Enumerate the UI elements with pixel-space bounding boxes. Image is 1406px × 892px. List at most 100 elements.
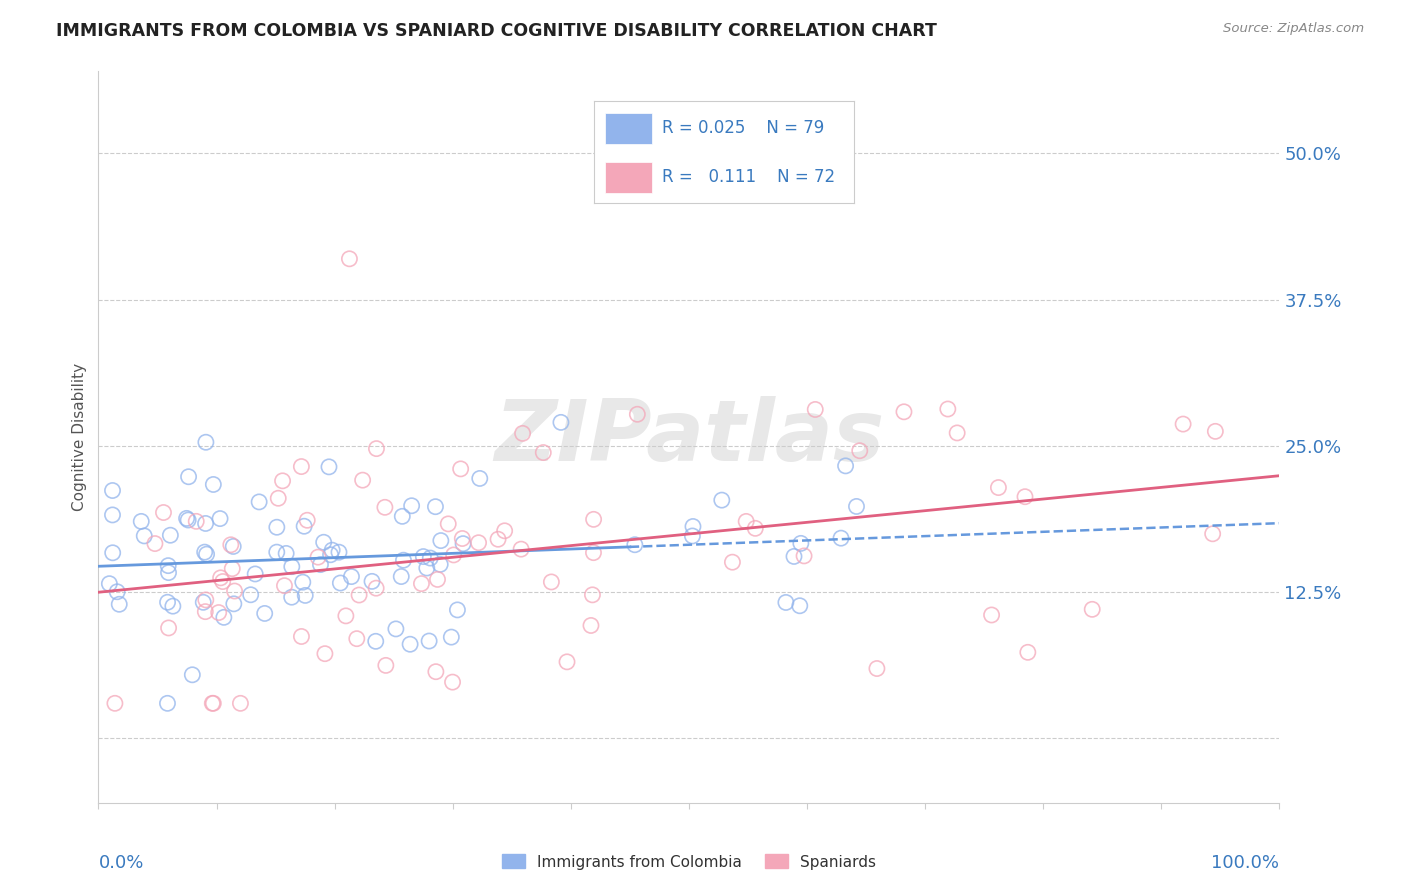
Point — [267, 491, 290, 506]
Point — [129, 515, 152, 529]
Point — [834, 458, 856, 473]
Point — [290, 630, 312, 644]
Point — [468, 471, 491, 485]
Point — [399, 637, 422, 651]
Point — [980, 607, 1002, 622]
Point — [366, 581, 388, 595]
Point — [744, 521, 766, 535]
Point — [157, 621, 180, 635]
Point — [181, 668, 204, 682]
Point — [446, 603, 468, 617]
Point — [389, 569, 412, 583]
Point — [582, 512, 605, 526]
Point — [426, 573, 449, 587]
Point — [194, 545, 217, 559]
Point — [194, 593, 217, 607]
Point — [318, 459, 340, 474]
Point — [681, 529, 703, 543]
Point — [735, 515, 758, 529]
Point — [266, 545, 288, 559]
Point — [783, 549, 806, 564]
Text: 100.0%: 100.0% — [1212, 854, 1279, 872]
Point — [364, 634, 387, 648]
Point — [425, 665, 447, 679]
Point — [202, 477, 225, 491]
Point — [361, 574, 384, 589]
Point — [946, 425, 969, 440]
Point — [162, 599, 184, 614]
Point — [229, 696, 252, 710]
Point — [789, 599, 811, 613]
Point — [335, 608, 357, 623]
Point — [290, 459, 312, 474]
Point — [194, 435, 217, 450]
Point — [830, 531, 852, 545]
Point — [866, 661, 889, 675]
Point — [987, 481, 1010, 495]
Point — [159, 528, 181, 542]
Point — [555, 655, 578, 669]
Point — [531, 445, 554, 459]
Point — [340, 569, 363, 583]
Point — [346, 632, 368, 646]
Point — [101, 508, 124, 522]
Point — [412, 549, 434, 564]
Point — [312, 535, 335, 549]
Point — [804, 402, 827, 417]
Point — [292, 519, 315, 533]
Point — [157, 558, 180, 573]
Point — [212, 610, 235, 624]
Text: 0.0%: 0.0% — [98, 854, 143, 872]
Point — [512, 426, 534, 441]
Point — [195, 547, 218, 561]
Point — [294, 589, 316, 603]
Point — [176, 511, 198, 525]
Point — [239, 588, 262, 602]
Point — [222, 597, 245, 611]
Point — [848, 443, 870, 458]
Point — [101, 483, 124, 498]
Point — [281, 559, 304, 574]
Point — [1017, 645, 1039, 659]
Point — [224, 584, 246, 599]
Point — [385, 622, 408, 636]
Point — [291, 575, 314, 590]
Text: IMMIGRANTS FROM COLOMBIA VS SPANIARD COGNITIVE DISABILITY CORRELATION CHART: IMMIGRANTS FROM COLOMBIA VS SPANIARD COG… — [56, 22, 938, 40]
Point — [156, 696, 179, 710]
Point — [391, 509, 413, 524]
Point — [104, 696, 127, 710]
Point — [441, 675, 464, 690]
Point — [710, 493, 733, 508]
Point — [321, 543, 343, 558]
Point — [721, 555, 744, 569]
Point — [624, 538, 647, 552]
Point — [280, 590, 302, 604]
Point — [157, 566, 180, 580]
Point — [1204, 425, 1226, 439]
Point — [419, 551, 441, 566]
Point — [430, 533, 453, 548]
Point — [221, 561, 243, 575]
Point — [108, 597, 131, 611]
Text: ZIPatlas: ZIPatlas — [494, 395, 884, 479]
Point — [307, 550, 329, 565]
Text: Source: ZipAtlas.com: Source: ZipAtlas.com — [1223, 22, 1364, 36]
Point — [105, 584, 128, 599]
Point — [143, 536, 166, 550]
Point — [450, 462, 472, 476]
Point — [416, 561, 439, 575]
Point — [486, 533, 509, 547]
Point — [366, 442, 388, 456]
Point — [790, 536, 813, 550]
Point — [581, 588, 603, 602]
Point — [440, 630, 463, 644]
Point — [418, 634, 440, 648]
Point — [626, 407, 648, 421]
Point — [347, 588, 370, 602]
Point — [936, 402, 959, 417]
Point — [211, 574, 233, 589]
Point — [1171, 417, 1194, 431]
Point — [177, 513, 200, 527]
Point — [550, 416, 572, 430]
Point — [208, 606, 231, 620]
